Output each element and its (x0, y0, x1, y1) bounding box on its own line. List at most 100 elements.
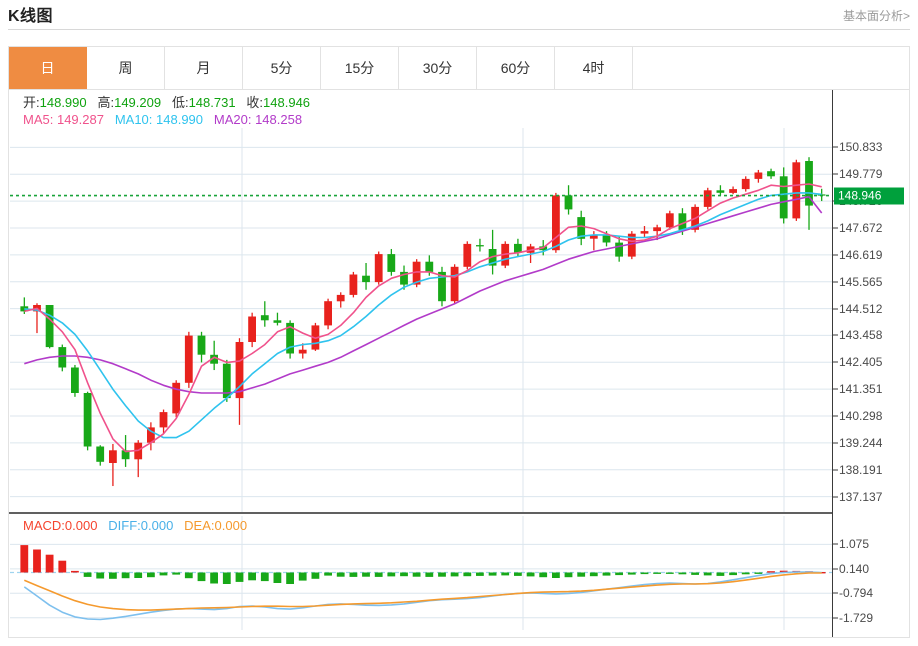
macd-dea-line (23, 572, 822, 611)
macd-histogram-bar (71, 570, 79, 573)
macd-histogram-bar (109, 572, 117, 579)
macd-histogram-bar (248, 572, 256, 581)
tab-1[interactable]: 周 (87, 47, 165, 89)
close-value: 148.946 (263, 95, 311, 110)
macd-histogram-bar (210, 572, 218, 584)
tab-3[interactable]: 5分 (243, 47, 321, 89)
axis-tick-dash (833, 592, 838, 594)
candle-body (577, 217, 586, 239)
candle-body (121, 450, 130, 460)
candle-body (362, 275, 370, 283)
axis-tick-dash (833, 334, 838, 336)
macd-histogram-bar (665, 572, 674, 574)
candle-body (324, 301, 332, 326)
current-price-badge: 148.946 (834, 187, 904, 205)
price-axis-tick: 145.565 (839, 274, 883, 289)
tab-4[interactable]: 15分 (321, 47, 399, 89)
macd-histogram-bar (615, 572, 623, 576)
axis-tick-dash (833, 254, 838, 256)
candle-body (58, 347, 67, 368)
macd-axis-tick: 0.140 (839, 561, 870, 576)
close-label: 收: (246, 95, 264, 110)
tab-0[interactable]: 日 (9, 47, 87, 89)
candle-body (412, 261, 421, 285)
ma20-label: MA20: (213, 112, 252, 127)
macd-histogram-bar (20, 545, 29, 573)
macd-histogram-bar (779, 570, 788, 573)
fundamental-analysis-link[interactable]: 基本面分析> (842, 9, 910, 23)
tab-2[interactable]: 月 (165, 47, 243, 89)
axis-tick-dash (833, 469, 838, 471)
axis-tick-dash (833, 308, 838, 310)
macd-histogram-bar (602, 572, 611, 576)
ma5-line (24, 183, 822, 453)
macd-histogram-bar (374, 572, 383, 577)
candle-body (83, 393, 92, 447)
candle-body (20, 306, 29, 312)
tab-6[interactable]: 60分 (477, 47, 555, 89)
macd-histogram-bar (716, 572, 725, 576)
ma10-value: 148.990 (156, 112, 204, 127)
candle-body (703, 190, 712, 207)
chart-frame: 开:148.990 高:149.209 低:148.731 收:148.946 … (8, 90, 910, 638)
tab-7[interactable]: 4时 (555, 47, 633, 89)
candle-body (678, 213, 687, 230)
candle-body (741, 178, 750, 190)
price-axis-tick: 140.298 (839, 408, 883, 423)
macd-histogram-bar (286, 572, 294, 584)
tab-5[interactable]: 30分 (399, 47, 477, 89)
candle-body (589, 234, 598, 239)
tab-label: 周 (118, 60, 133, 76)
candle-body (336, 294, 345, 302)
candle-body (564, 195, 573, 210)
candlestick-plot[interactable] (9, 90, 910, 638)
macd-histogram-bar (172, 572, 181, 575)
macd-histogram-bar (324, 572, 332, 576)
tab-label: 5分 (270, 60, 293, 76)
macd-histogram-bar (539, 572, 548, 578)
tab-label: 4时 (582, 60, 605, 76)
candle-body (754, 172, 763, 179)
ma5-value: 149.287 (56, 112, 104, 127)
macd-histogram-bar (552, 572, 560, 578)
timeframe-tabbar: 日 周 月 5分 15分 30分 60分 4时 (8, 46, 633, 90)
axis-tick-dash (833, 146, 838, 148)
macd-value: 0.000 (64, 518, 98, 533)
macd-histogram-bar (577, 572, 586, 577)
axis-tick-dash (833, 496, 838, 498)
candle-body (767, 171, 775, 177)
candle-body (627, 233, 636, 257)
macd-histogram-bar (729, 572, 737, 576)
candle-body (665, 213, 674, 228)
macd-histogram-bar (476, 572, 484, 576)
tab-label: 30分 (422, 60, 453, 76)
candle-body (640, 231, 649, 234)
candle-body (222, 363, 231, 399)
macd-histogram-bar (450, 572, 459, 577)
macd-histogram-bar (488, 572, 497, 576)
candle-body (615, 242, 623, 257)
axis-tick-dash (833, 543, 838, 545)
ma5-label: MA5: (23, 112, 54, 127)
macd-histogram-bar (463, 572, 472, 577)
axis-tick-dash (833, 388, 838, 390)
macd-histogram-bar (514, 572, 522, 576)
macd-histogram-bar (58, 560, 67, 573)
axis-tick-dash (833, 442, 838, 444)
candle-body (184, 335, 193, 383)
macd-legend: MACD:0.000 DIFF:0.000 DEA:0.000 (23, 518, 247, 533)
candle-body (792, 162, 801, 219)
price-axis[interactable]: 150.833149.779148.726147.672146.619145.5… (832, 90, 909, 637)
candle-body (248, 316, 256, 342)
macd-histogram-bar (184, 572, 193, 579)
macd-histogram-bar (703, 572, 712, 576)
macd-histogram-bar (349, 572, 358, 577)
tab-label: 15分 (344, 60, 375, 76)
macd-histogram-bar (298, 572, 307, 581)
candle-body (273, 320, 282, 323)
macd-histogram-bar (33, 549, 41, 573)
axis-tick-dash (833, 361, 838, 363)
low-value: 148.731 (188, 95, 236, 110)
dea-value: 0.000 (214, 518, 248, 533)
